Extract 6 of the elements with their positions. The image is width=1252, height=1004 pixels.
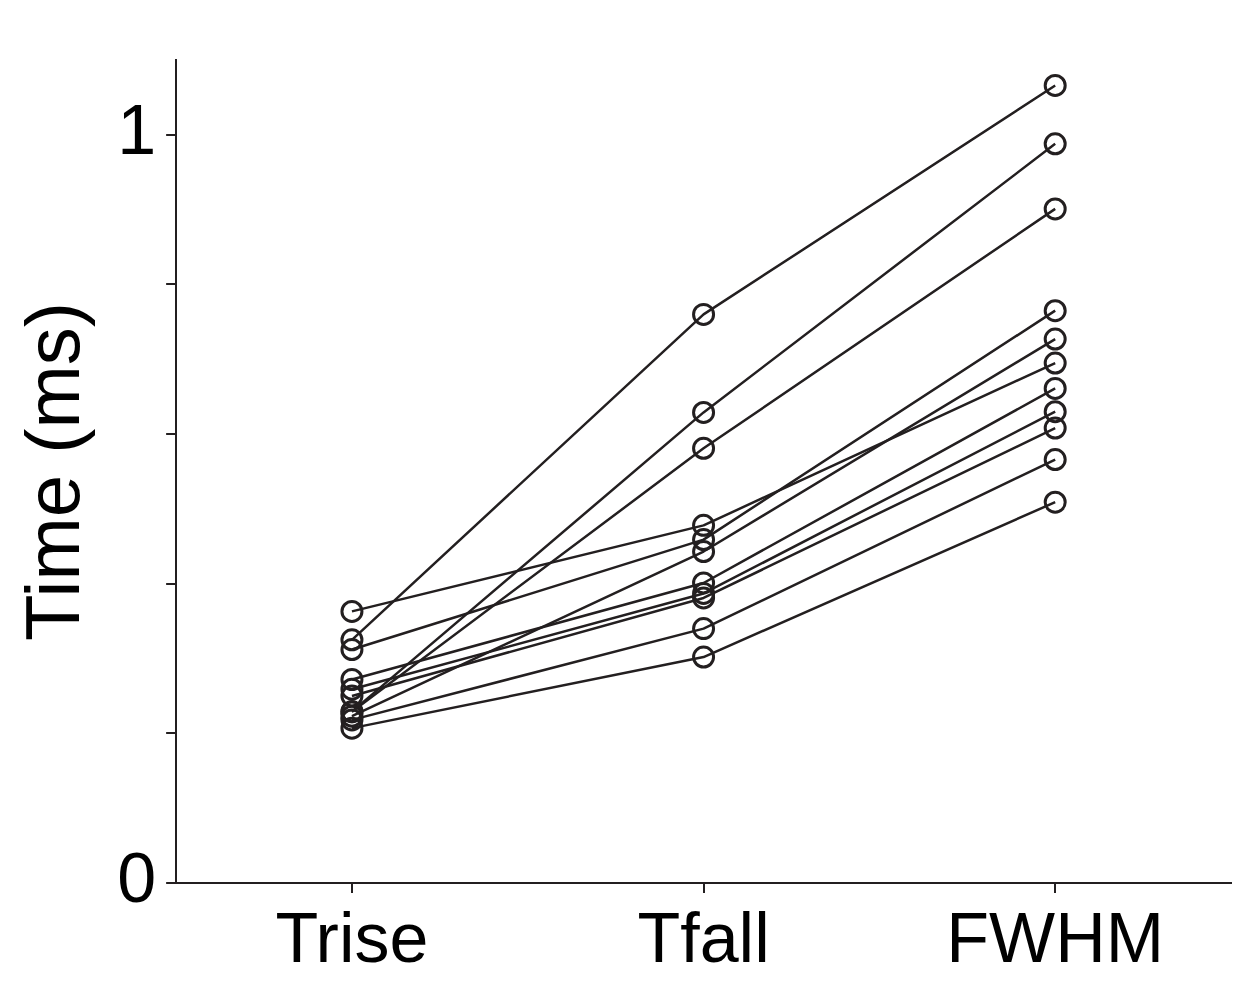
x-tick-label: Trise — [275, 899, 429, 978]
y-tick-label: 1 — [117, 91, 157, 170]
y-axis-title: Time (ms) — [9, 301, 95, 642]
y-tick-label: 0 — [117, 839, 157, 918]
x-tick-label: FWHM — [946, 899, 1165, 978]
x-tick-label: Tfall — [637, 899, 770, 978]
